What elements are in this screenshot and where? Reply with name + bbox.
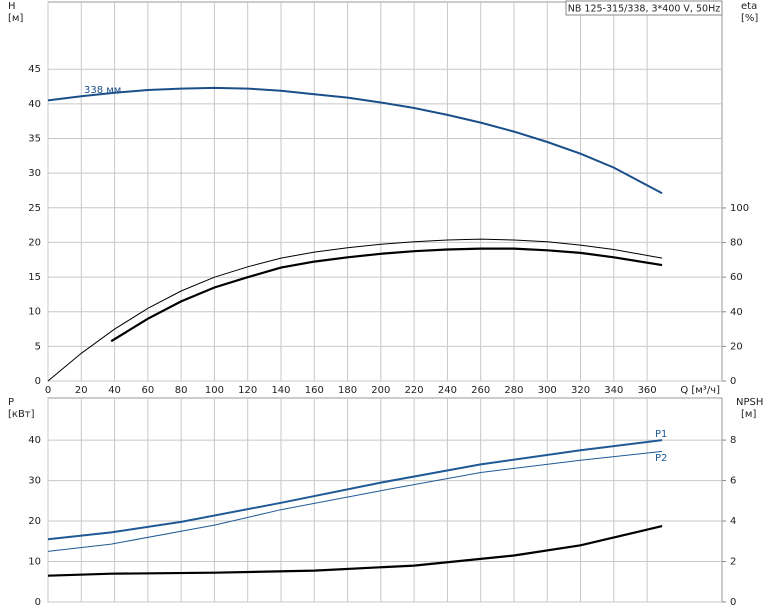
x-tick-label: 240 (438, 385, 457, 396)
y-tick-label: 20 (28, 516, 41, 527)
y2-tick-label: 60 (730, 272, 743, 283)
y2-axis-unit: [%] (741, 13, 758, 24)
curve (47, 238, 663, 382)
y2-tick-label: 20 (730, 341, 743, 352)
y2-tick-label: 0 (730, 376, 736, 387)
y2-tick-label: 100 (730, 203, 749, 214)
y2-axis-label: NPSH (736, 397, 763, 408)
x-tick-label: 300 (538, 385, 557, 396)
x-tick-label: 220 (405, 385, 424, 396)
y2-axis-unit: [м] (741, 409, 756, 420)
x-tick-label: 80 (175, 385, 188, 396)
x-tick-label: 200 (371, 385, 390, 396)
y-tick-label: 30 (28, 476, 41, 487)
x-tick-label: 160 (305, 385, 324, 396)
y-tick-label: 10 (28, 307, 41, 318)
x-tick-label: 320 (571, 385, 590, 396)
x-axis-label: Q [м³/ч] (680, 385, 720, 396)
x-tick-label: 0 (45, 385, 51, 396)
x-tick-label: 360 (638, 385, 657, 396)
y-tick-label: 40 (28, 435, 41, 446)
x-tick-label: 280 (504, 385, 523, 396)
curve (47, 525, 663, 577)
y2-tick-label: 2 (730, 557, 736, 568)
curve-label: 338 мм (84, 85, 121, 96)
x-tick-label: 340 (604, 385, 623, 396)
y2-tick-label: 6 (730, 476, 736, 487)
y2-tick-label: 4 (730, 516, 736, 527)
y-tick-label: 20 (28, 237, 41, 248)
y2-tick-label: 8 (730, 435, 736, 446)
plot-frame (47, 1, 723, 382)
curve (47, 439, 663, 541)
y2-tick-label: 0 (730, 597, 736, 608)
y2-tick-label: 40 (730, 307, 743, 318)
y-axis-label: P (8, 397, 14, 408)
y-tick-label: 45 (28, 64, 41, 75)
x-tick-label: 140 (271, 385, 290, 396)
curve (47, 86, 663, 195)
y-tick-label: 25 (28, 203, 41, 214)
curve-label: P1 (655, 429, 667, 440)
y2-tick-label: 80 (730, 238, 743, 249)
x-tick-label: 180 (338, 385, 357, 396)
plot-frame (47, 397, 723, 603)
y-tick-label: 5 (35, 341, 41, 352)
y-axis-unit: [кВт] (8, 409, 35, 420)
y-tick-label: 30 (28, 168, 41, 179)
y-tick-label: 35 (28, 133, 41, 144)
x-tick-label: 40 (108, 385, 121, 396)
curve (110, 247, 663, 343)
chart-title: NB 125-315/338, 3*400 V, 50Hz (568, 4, 720, 15)
y2-axis-label: eta (741, 1, 757, 12)
x-tick-label: 20 (75, 385, 88, 396)
x-tick-label: 100 (205, 385, 224, 396)
x-tick-label: 260 (471, 385, 490, 396)
y-axis-label: H (8, 1, 16, 12)
curve-label: P2 (655, 453, 667, 464)
y-axis-unit: [м] (8, 13, 23, 24)
x-tick-label: 60 (141, 385, 154, 396)
curve (47, 450, 663, 552)
y-tick-label: 10 (28, 557, 41, 568)
y-tick-label: 0 (35, 597, 41, 608)
y-tick-label: 40 (28, 99, 41, 110)
x-tick-label: 120 (238, 385, 257, 396)
y-tick-label: 15 (28, 272, 41, 283)
y-tick-label: 0 (35, 376, 41, 387)
title-box (565, 0, 723, 16)
